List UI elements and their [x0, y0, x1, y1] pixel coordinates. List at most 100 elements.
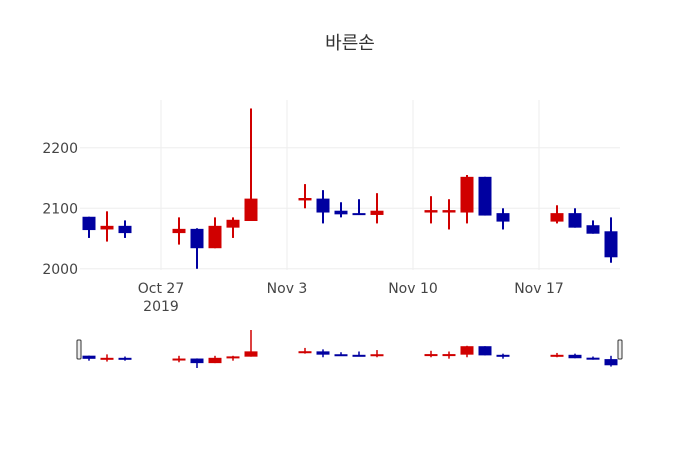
candle-2019-11-06[interactable]	[334, 202, 348, 218]
mini-candle-2019-10-24	[100, 354, 114, 362]
mini-candle-body	[334, 354, 348, 357]
candle-2019-10-28[interactable]	[172, 217, 186, 245]
candle-body[interactable]	[460, 176, 474, 213]
y-tick-label: 2100	[42, 201, 78, 217]
mini-candle-2019-10-25	[118, 356, 132, 361]
candle-body[interactable]	[316, 198, 330, 213]
mini-candle-2019-11-08	[370, 350, 384, 358]
mini-candle-body	[604, 359, 618, 366]
mini-candle-2019-11-06	[334, 352, 348, 357]
mini-candle-body	[550, 354, 564, 357]
mini-candle-2019-11-11	[424, 350, 438, 358]
candle-2019-11-19[interactable]	[568, 208, 582, 228]
range-slider-handle-right[interactable]	[617, 339, 623, 360]
mini-candle-body	[460, 346, 474, 355]
mini-candle-body	[208, 357, 222, 364]
candle-body[interactable]	[298, 198, 312, 201]
mini-candle-body	[82, 355, 96, 359]
candle-body[interactable]	[118, 225, 132, 234]
candle-body[interactable]	[496, 213, 510, 222]
candle-body[interactable]	[442, 210, 456, 213]
candle-2019-11-01[interactable]	[244, 108, 258, 221]
mini-candle-body	[424, 354, 438, 357]
x-tick-label: Nov 3	[267, 281, 308, 297]
candle-body[interactable]	[100, 225, 114, 230]
candle-body[interactable]	[190, 228, 204, 249]
candle-body[interactable]	[550, 213, 564, 222]
mini-candle-2019-11-13	[460, 345, 474, 358]
candle-body[interactable]	[172, 228, 186, 234]
candle-2019-11-08[interactable]	[370, 193, 384, 224]
mini-candle-body	[586, 357, 600, 360]
mini-candle-2019-10-29	[190, 358, 204, 368]
y-axis: 2000 2100 2200	[42, 141, 78, 278]
mini-candle-2019-11-12	[442, 351, 456, 359]
mini-candle-2019-10-31	[226, 355, 240, 361]
mini-candle-2019-11-07	[352, 351, 366, 357]
x-tick-year-label: 2019	[143, 299, 179, 315]
mini-candle-2019-11-18	[550, 352, 564, 358]
x-tick-label: Nov 17	[514, 281, 564, 297]
candle-body[interactable]	[82, 216, 96, 231]
y-tick-label: 2000	[42, 262, 78, 278]
candle-2019-10-23[interactable]	[82, 216, 96, 238]
mini-candle-2019-10-23	[82, 355, 96, 361]
mini-candle-2019-11-01	[244, 330, 258, 357]
candles[interactable]	[82, 108, 618, 269]
candle-body[interactable]	[478, 176, 492, 216]
gridlines	[80, 100, 620, 270]
x-tick-label: Oct 27	[138, 281, 184, 297]
candle-2019-11-21[interactable]	[604, 217, 618, 263]
mini-candle-body	[478, 346, 492, 356]
mini-candle-body	[496, 354, 510, 357]
x-tick-label: Nov 10	[388, 281, 438, 297]
mini-candle-2019-11-21	[604, 355, 618, 367]
candle-body[interactable]	[586, 225, 600, 234]
candle-2019-11-11[interactable]	[424, 196, 438, 224]
candle-body[interactable]	[334, 210, 348, 215]
mini-candle-body	[298, 351, 312, 354]
range-slider-handle-left[interactable]	[76, 339, 82, 360]
range-slider[interactable]	[76, 330, 623, 368]
mini-candle-2019-10-30	[208, 355, 222, 364]
mini-candle-2019-11-14	[478, 346, 492, 356]
mini-candle-body	[226, 356, 240, 359]
candle-body[interactable]	[568, 213, 582, 228]
candle-body[interactable]	[424, 210, 438, 213]
candle-2019-10-24[interactable]	[100, 211, 114, 242]
mini-candle-2019-10-28	[172, 355, 186, 363]
candle-body[interactable]	[226, 219, 240, 228]
mini-candle-2019-11-19	[568, 353, 582, 359]
mini-candle-body	[370, 354, 384, 357]
candle-2019-11-14[interactable]	[478, 176, 492, 216]
mini-candle-body	[190, 358, 204, 364]
candle-2019-10-30[interactable]	[208, 217, 222, 249]
candle-2019-10-31[interactable]	[226, 217, 240, 238]
range-slider-candles	[82, 330, 618, 368]
candle-2019-11-18[interactable]	[550, 205, 564, 224]
candle-2019-10-29[interactable]	[190, 228, 204, 269]
candle-body[interactable]	[352, 213, 366, 216]
mini-candle-body	[316, 351, 330, 355]
candle-body[interactable]	[208, 225, 222, 249]
candle-2019-11-07[interactable]	[352, 199, 366, 216]
candle-2019-11-15[interactable]	[496, 208, 510, 230]
x-axis: Oct 27 2019 Nov 3 Nov 10 Nov 17	[138, 281, 564, 315]
mini-candle-body	[118, 357, 132, 360]
candle-2019-11-20[interactable]	[586, 220, 600, 234]
mini-candle-2019-11-05	[316, 349, 330, 358]
range-slider-background[interactable]	[80, 338, 620, 366]
mini-candle-body	[568, 354, 582, 359]
candle-2019-11-04[interactable]	[298, 184, 312, 209]
candle-2019-11-13[interactable]	[460, 175, 474, 224]
y-tick-label: 2200	[42, 141, 78, 157]
candle-body[interactable]	[370, 210, 384, 215]
candle-2019-10-25[interactable]	[118, 220, 132, 238]
candle-2019-11-12[interactable]	[442, 199, 456, 230]
mini-candle-2019-11-20	[586, 356, 600, 360]
candle-body[interactable]	[244, 198, 258, 221]
candle-2019-11-05[interactable]	[316, 190, 330, 224]
mini-candle-2019-11-04	[298, 347, 312, 354]
candle-body[interactable]	[604, 231, 618, 258]
